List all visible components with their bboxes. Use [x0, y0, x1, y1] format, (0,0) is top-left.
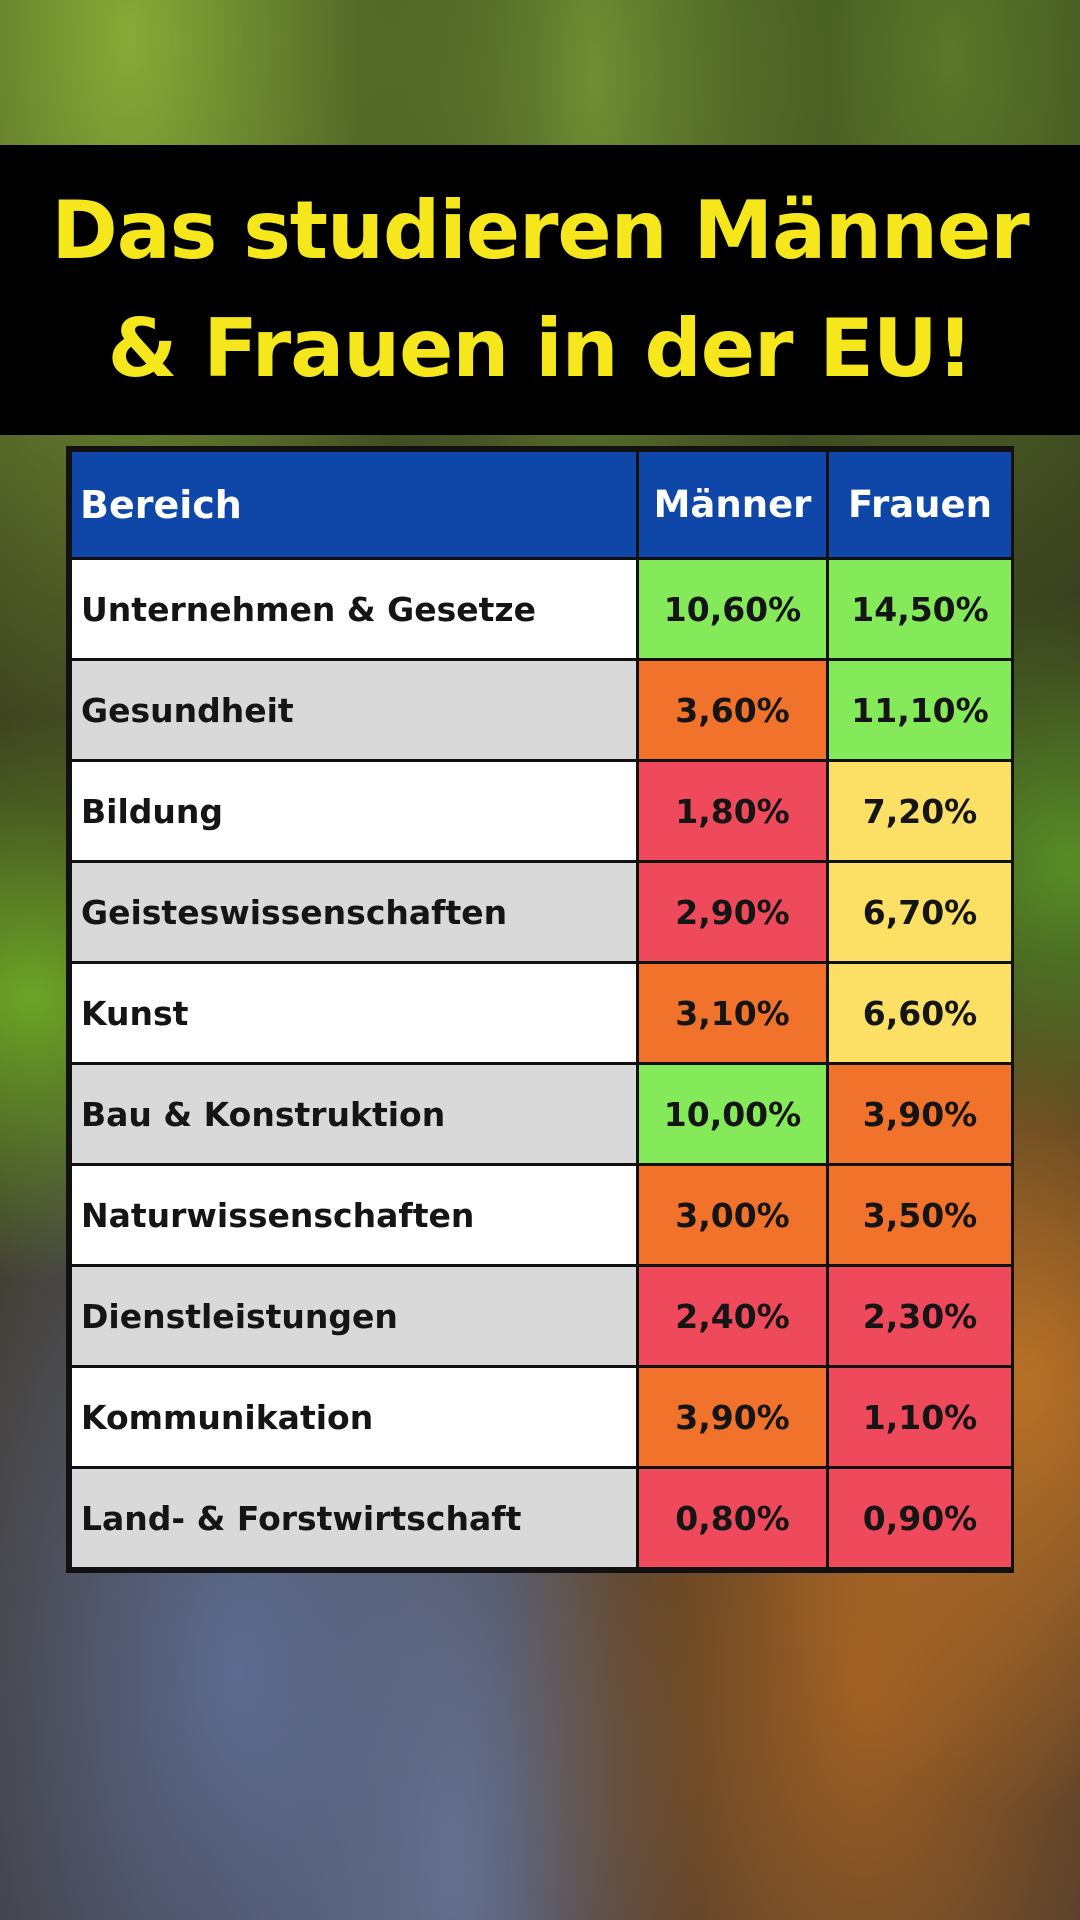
row-label: Dienstleistungen [69, 1264, 639, 1368]
value-maenner: 0,80% [636, 1466, 829, 1570]
row-label: Unternehmen & Gesetze [69, 557, 639, 661]
column-header-bereich: Bereich [69, 449, 639, 560]
row-label: Kommunikation [69, 1365, 639, 1469]
row-label: Bau & Konstruktion [69, 1062, 639, 1166]
value-maenner: 2,90% [636, 860, 829, 964]
value-frauen: 2,30% [826, 1264, 1014, 1368]
value-frauen: 1,10% [826, 1365, 1014, 1469]
value-frauen: 3,90% [826, 1062, 1014, 1166]
value-maenner: 3,00% [636, 1163, 829, 1267]
table-header-row: Bereich Männer Frauen [69, 449, 1014, 560]
value-frauen: 6,70% [826, 860, 1014, 964]
data-table: Bereich Männer Frauen Unternehmen & Gese… [69, 449, 1014, 1570]
table-row: Naturwissenschaften 3,00% 3,50% [69, 1163, 1014, 1267]
value-maenner: 3,60% [636, 658, 829, 762]
row-label: Naturwissenschaften [69, 1163, 639, 1267]
value-frauen: 0,90% [826, 1466, 1014, 1570]
column-header-maenner: Männer [636, 449, 829, 560]
data-table-container: Bereich Männer Frauen Unternehmen & Gese… [66, 446, 1014, 1573]
row-label: Land- & Forstwirtschaft [69, 1466, 639, 1570]
row-label: Bildung [69, 759, 639, 863]
table-row: Unternehmen & Gesetze 10,60% 14,50% [69, 557, 1014, 661]
table-row: Kommunikation 3,90% 1,10% [69, 1365, 1014, 1469]
row-label: Kunst [69, 961, 639, 1065]
table-row: Dienstleistungen 2,40% 2,30% [69, 1264, 1014, 1368]
value-frauen: 6,60% [826, 961, 1014, 1065]
row-label: Gesundheit [69, 658, 639, 762]
value-maenner: 3,10% [636, 961, 829, 1065]
table-body: Unternehmen & Gesetze 10,60% 14,50% Gesundh… [69, 557, 1014, 1570]
table-row: Kunst 3,10% 6,60% [69, 961, 1014, 1065]
column-header-frauen: Frauen [826, 449, 1014, 560]
table-row: Bau & Konstruktion 10,00% 3,90% [69, 1062, 1014, 1166]
value-maenner: 10,60% [636, 557, 829, 661]
value-maenner: 10,00% [636, 1062, 829, 1166]
value-maenner: 1,80% [636, 759, 829, 863]
value-frauen: 14,50% [826, 557, 1014, 661]
table-row: Land- & Forstwirtschaft 0,80% 0,90% [69, 1466, 1014, 1570]
value-frauen: 7,20% [826, 759, 1014, 863]
title-line-2: & Frauen in der EU! [107, 302, 974, 395]
value-frauen: 11,10% [826, 658, 1014, 762]
table-row: Gesundheit 3,60% 11,10% [69, 658, 1014, 762]
value-maenner: 3,90% [636, 1365, 829, 1469]
row-label: Geisteswissenschaften [69, 860, 639, 964]
value-frauen: 3,50% [826, 1163, 1014, 1267]
value-maenner: 2,40% [636, 1264, 829, 1368]
title-line-1: Das studieren Männer [51, 184, 1029, 277]
table-row: Geisteswissenschaften 2,90% 6,70% [69, 860, 1014, 964]
title-banner: Das studieren Männer & Frauen in der EU! [0, 145, 1080, 435]
table-row: Bildung 1,80% 7,20% [69, 759, 1014, 863]
